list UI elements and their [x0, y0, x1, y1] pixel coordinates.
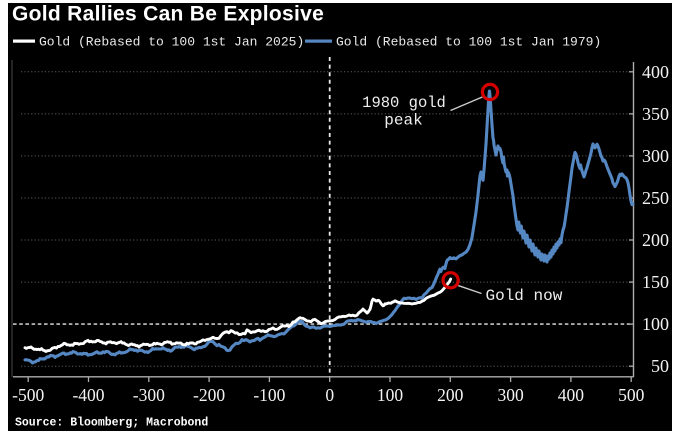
svg-text:500: 500 — [618, 385, 645, 405]
svg-text:-500: -500 — [12, 385, 44, 405]
svg-text:200: 200 — [642, 230, 669, 250]
svg-text:300: 300 — [642, 146, 669, 166]
svg-text:200: 200 — [437, 385, 464, 405]
svg-text:1980 gold: 1980 gold — [362, 94, 446, 112]
svg-text:-200: -200 — [193, 385, 225, 405]
svg-text:400: 400 — [558, 385, 585, 405]
svg-text:peak: peak — [384, 112, 422, 130]
svg-text:Gold (Rebased to 100 1st Jan 2: Gold (Rebased to 100 1st Jan 2025) — [39, 35, 304, 50]
svg-text:-400: -400 — [72, 385, 104, 405]
svg-text:Gold Rallies Can Be Explosive: Gold Rallies Can Be Explosive — [12, 3, 324, 26]
svg-text:150: 150 — [642, 272, 669, 292]
svg-text:400: 400 — [642, 62, 669, 82]
svg-text:Gold now: Gold now — [486, 287, 563, 305]
svg-text:100: 100 — [377, 385, 404, 405]
svg-text:-300: -300 — [133, 385, 165, 405]
svg-text:-100: -100 — [253, 385, 285, 405]
svg-text:350: 350 — [642, 104, 669, 124]
svg-text:250: 250 — [642, 188, 669, 208]
svg-text:Source: Bloomberg; Macrobond: Source: Bloomberg; Macrobond — [15, 417, 208, 430]
svg-text:100: 100 — [642, 314, 669, 334]
svg-text:Gold (Rebased to 100 1st Jan 1: Gold (Rebased to 100 1st Jan 1979) — [336, 35, 601, 50]
svg-text:0: 0 — [325, 385, 334, 405]
svg-text:300: 300 — [497, 385, 524, 405]
svg-text:50: 50 — [651, 356, 669, 376]
